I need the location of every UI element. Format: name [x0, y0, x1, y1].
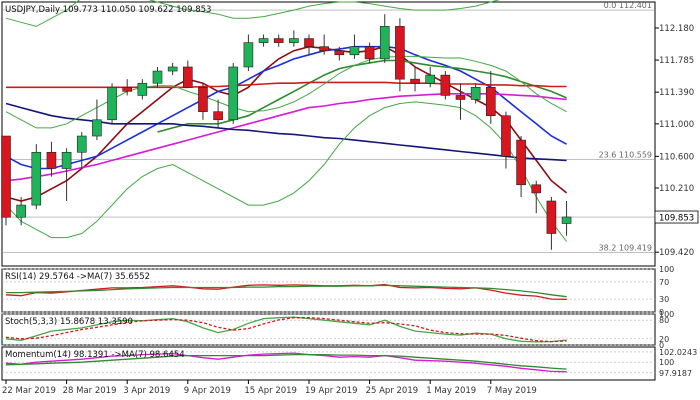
overlay-line-sma-red — [6, 81, 567, 89]
y-tick-label: 112.180 — [659, 24, 694, 34]
y-tick-label: 20 — [659, 335, 669, 344]
candle-body — [470, 86, 481, 100]
chart-marks — [1, 0, 572, 373]
candle-body — [16, 204, 26, 218]
candle-body — [334, 50, 345, 56]
candle-body — [546, 200, 557, 234]
pane-title: USDJPY,Daily 109.773 110.050 109.622 109… — [5, 5, 211, 15]
candle-body — [304, 38, 314, 47]
y-tick-label: 102.0243 — [659, 348, 697, 357]
fib-level-label: 38.2 109.419 — [599, 243, 652, 252]
y-tick-label: 100 — [659, 358, 674, 367]
fib-level-label: 23.6 110.559 — [599, 151, 652, 160]
candle-body — [107, 86, 117, 121]
overlay-line-sma-magenta — [5, 93, 567, 182]
candle-body — [46, 151, 57, 169]
x-tick-label: 22 Mar 2019 — [2, 386, 56, 396]
y-tick-label: 111.785 — [659, 56, 694, 66]
candle-body — [183, 66, 193, 88]
pane-frame — [1, 313, 656, 346]
candle-body — [1, 135, 11, 218]
overlay-line-sma-green — [157, 59, 567, 133]
x-tick-label: 15 Apr 2019 — [244, 386, 297, 396]
candle-body — [122, 86, 132, 92]
y-tick-label: 0 — [659, 341, 664, 350]
indicator-line-sma-green — [6, 284, 567, 298]
fib-level-label: 0.0 112.401 — [604, 1, 652, 10]
candle-body — [379, 26, 390, 60]
overlay-line-sma-blue — [5, 45, 567, 170]
y-tick-label: 100 — [659, 310, 674, 319]
indicator-line-bear — [5, 317, 567, 343]
candle-body — [61, 151, 72, 169]
candle-body — [31, 151, 42, 206]
pane-title: Stoch(5,3,3) 15.8678 13.3590 — [5, 317, 133, 327]
x-tick-label: 3 Apr 2019 — [123, 386, 170, 396]
y-tick-label: 70 — [659, 278, 669, 287]
candle-body — [76, 135, 87, 153]
candle-body — [92, 119, 102, 137]
candle-body — [198, 86, 208, 112]
pane-frame — [1, 346, 656, 381]
y-tick-label: 97.9187 — [659, 369, 692, 378]
candle-body — [561, 216, 572, 224]
overlay-line-sma-short — [5, 45, 568, 202]
candle-body — [349, 46, 360, 56]
x-tick-label: 9 Apr 2019 — [184, 386, 231, 396]
candle-body — [501, 115, 511, 157]
y-tick-label: 30 — [659, 295, 669, 304]
x-tick-label: 28 Mar 2019 — [63, 386, 117, 396]
y-tick-label: 80 — [659, 316, 669, 325]
overlay-line-bollinger — [5, 0, 501, 27]
candle-body — [319, 46, 329, 52]
candle-body — [410, 78, 420, 84]
candle-body — [455, 95, 466, 100]
current-price-label: 109.853 — [659, 214, 694, 224]
x-tick-label: 7 May 2019 — [487, 386, 537, 396]
y-tick-label: 110.600 — [659, 152, 694, 162]
y-tick-label: 100 — [659, 265, 674, 274]
candle-body — [425, 74, 436, 84]
candle-body — [258, 38, 269, 43]
candle-body — [440, 74, 451, 96]
candle-body — [243, 42, 254, 68]
x-tick-label: 19 Apr 2019 — [305, 386, 358, 396]
indicator-line-sma-green — [5, 353, 567, 370]
candle-body — [364, 46, 375, 60]
candle-body — [152, 70, 163, 84]
overlay-line-bollinger — [5, 101, 568, 242]
x-tick-label: 1 May 2019 — [426, 386, 476, 396]
y-tick-label: 111.000 — [659, 120, 694, 130]
candle-body — [213, 111, 223, 121]
pane-title: Momentum(14) 98.1391 ->MA(7) 98.6454 — [5, 350, 185, 360]
y-tick-label: 110.210 — [659, 184, 694, 194]
candle-body — [167, 66, 178, 72]
current-price-box — [654, 210, 699, 224]
candle-body — [289, 38, 299, 43]
y-tick-label: 111.390 — [659, 88, 694, 98]
y-tick-label: 109.420 — [659, 248, 694, 258]
candle-body — [395, 26, 405, 80]
candle-body — [516, 139, 526, 186]
candle-body — [531, 184, 542, 194]
overlay-line-sma-navy — [5, 102, 567, 162]
candle-body — [485, 86, 496, 117]
pane-title: RSI(14) 29.5764 ->MA(7) 35.6552 — [5, 272, 150, 282]
pane-frame — [1, 268, 656, 313]
candle-body — [273, 38, 284, 43]
indicator-line-sma-magenta — [5, 352, 567, 373]
overlay-line-bollinger — [5, 55, 567, 129]
y-tick-label: 0 — [659, 308, 664, 317]
x-tick-label: 25 Apr 2019 — [366, 386, 419, 396]
chart-panes — [1, 1, 656, 381]
candle-body — [137, 82, 148, 96]
pane-frame — [1, 1, 656, 267]
candle-body — [228, 66, 239, 121]
